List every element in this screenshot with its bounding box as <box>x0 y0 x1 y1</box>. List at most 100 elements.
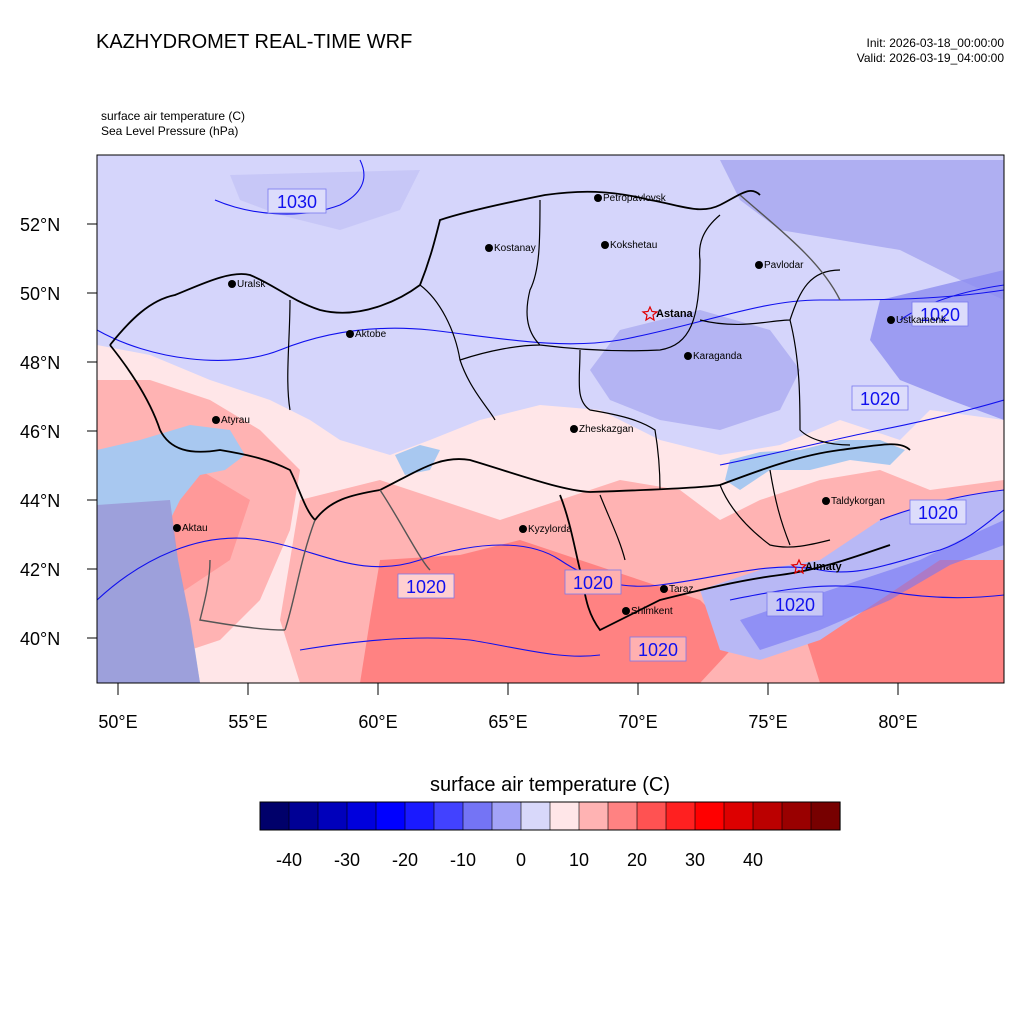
city-markers: Petropavlovsk Kostanay Kokshetau Pavloda… <box>173 193 947 617</box>
lon-label: 70°E <box>618 712 657 732</box>
city-dot <box>660 585 668 593</box>
city-dot <box>601 241 609 249</box>
city-dot <box>684 352 692 360</box>
city-label: Uralsk <box>237 279 266 290</box>
lat-ticks <box>87 223 97 639</box>
isobar-labels: 1030 1020 1020 1020 1020 1020 1020 1020 <box>267 188 969 662</box>
city-dot <box>594 194 602 202</box>
colorbar-cell <box>781 801 812 831</box>
city-dot <box>346 330 354 338</box>
city-label: Zheskazgan <box>579 424 633 435</box>
isobar-label: 1020 <box>860 389 900 409</box>
variable-temperature-label: surface air temperature (C) <box>101 109 246 123</box>
colorbar-cell <box>636 801 667 831</box>
lat-label: 52°N <box>20 215 60 235</box>
temperature-field <box>97 155 1004 683</box>
lat-labels: 52°N 50°N 48°N 46°N 44°N 42°N 40°N <box>20 215 60 649</box>
cold-patch-center <box>590 310 800 430</box>
city-dot <box>755 261 763 269</box>
variable-pressure-label: Sea Level Pressure (hPa) <box>101 124 239 138</box>
colorbar-label: -20 <box>392 850 418 870</box>
lake-balkhash <box>725 440 905 490</box>
city-label: Shimkent <box>631 606 673 617</box>
isobar-label: 1020 <box>920 305 960 325</box>
colorbar-cell <box>375 801 406 831</box>
init-time: Init: 2026-03-18_00:00:00 <box>866 36 1004 50</box>
lon-label: 75°E <box>748 712 787 732</box>
colorbar-cell <box>665 801 696 831</box>
lat-label: 50°N <box>20 284 60 304</box>
colorbar-label: 10 <box>569 850 589 870</box>
colorbar-label: 20 <box>627 850 647 870</box>
city-dot <box>228 280 236 288</box>
mountain-cold-core <box>740 520 1004 650</box>
colorbar-cell <box>520 801 551 831</box>
isobar-label: 1020 <box>775 595 815 615</box>
city-label: Kyzylorda <box>528 524 572 535</box>
isobar-label: 1020 <box>406 577 446 597</box>
colorbar-cell <box>433 801 464 831</box>
isobar-label-box <box>267 188 327 214</box>
city-dot <box>212 416 220 424</box>
lat-label: 42°N <box>20 560 60 580</box>
region-borders <box>287 199 851 561</box>
colorbar-cell <box>578 801 609 831</box>
colorbar-cell <box>259 801 290 831</box>
city-dot <box>570 425 578 433</box>
colorbar-label: 40 <box>743 850 763 870</box>
isobar-label-box <box>629 636 687 662</box>
colorbar-frame <box>259 801 841 831</box>
city-dot <box>173 524 181 532</box>
colorbar-cell <box>810 801 841 831</box>
city-label: Karaganda <box>693 351 742 362</box>
colorbar-cell <box>346 801 377 831</box>
lon-label: 60°E <box>358 712 397 732</box>
isobar-label-box <box>564 569 622 595</box>
city-label: Aktau <box>182 523 208 534</box>
colorbar-cell <box>694 801 725 831</box>
colorbar-cell <box>288 801 319 831</box>
lon-label: 50°E <box>98 712 137 732</box>
colorbar-cell <box>607 801 638 831</box>
colorbar-labels: -40 -30 -20 -10 0 10 20 30 40 <box>276 850 763 870</box>
colorbar-label: 0 <box>516 850 526 870</box>
aral-sea <box>395 445 440 475</box>
lat-label: 40°N <box>20 629 60 649</box>
city-dot <box>622 607 630 615</box>
city-label: Petropavlovsk <box>603 193 667 204</box>
capital-label: Almaty <box>805 561 843 573</box>
isobar-label: 1030 <box>277 192 317 212</box>
colorbar <box>259 801 841 831</box>
colorbar-cell <box>752 801 783 831</box>
colorbar-cell <box>723 801 754 831</box>
lat-label: 44°N <box>20 491 60 511</box>
cold-patch-ne <box>720 160 1004 300</box>
lon-ticks <box>117 683 899 695</box>
city-dot <box>485 244 493 252</box>
valid-time: Valid: 2026-03-19_04:00:00 <box>856 51 1004 65</box>
map-title: KAZHYDROMET REAL-TIME WRF <box>96 31 413 53</box>
lat-label: 48°N <box>20 353 60 373</box>
capital-star-icon <box>790 558 808 575</box>
init-valid-time: Init: 2026-03-18_00:00:00 Valid: 2026-03… <box>857 36 1004 66</box>
colorbar-cell <box>549 801 580 831</box>
colorbar-label: -30 <box>334 850 360 870</box>
city-dot <box>822 497 830 505</box>
city-label: Aktobe <box>355 329 387 340</box>
lon-labels: 50°E 55°E 60°E 65°E 70°E 75°E 80°E <box>98 712 917 732</box>
cold-patch-east <box>870 270 1004 420</box>
colorbar-label: 30 <box>685 850 705 870</box>
city-label: Atyrau <box>221 415 250 426</box>
colorbar-cell <box>462 801 493 831</box>
city-label: Taraz <box>669 584 693 595</box>
capital-star-icon <box>641 305 659 322</box>
city-label: Pavlodar <box>764 260 804 271</box>
colorbar-label: -10 <box>450 850 476 870</box>
lat-label: 46°N <box>20 422 60 442</box>
map-frame <box>96 154 1005 684</box>
capital-markers: Astana Almaty <box>641 305 843 575</box>
foreign-borders <box>199 194 841 631</box>
colorbar-cell <box>404 801 435 831</box>
isobar-label: 1020 <box>638 640 678 660</box>
